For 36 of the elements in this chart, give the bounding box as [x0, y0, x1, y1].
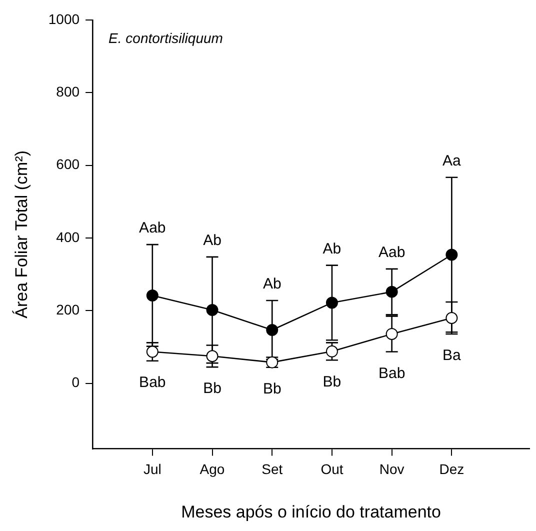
point [386, 328, 398, 340]
annotation: Aab [378, 244, 406, 262]
x-axis-title: Meses após o início do tratamento [181, 502, 441, 522]
x-tick-label: Dez [439, 461, 464, 478]
annotation: Aa [442, 152, 462, 170]
x-tick-label: Ago [200, 461, 225, 478]
x-tick-label: Out [320, 461, 344, 478]
annotation: Bb [203, 380, 222, 398]
point [206, 350, 218, 362]
point [266, 324, 278, 336]
annotation: Bb [262, 380, 282, 398]
annotation: Ab [203, 232, 222, 250]
y-tick-label: 600 [56, 156, 80, 172]
point [146, 289, 158, 302]
y-tick-label: 800 [56, 84, 80, 100]
x-tick-label: Set [262, 461, 283, 478]
annotation: Ab [322, 240, 342, 258]
annotation: Bab [378, 364, 406, 382]
point [386, 286, 398, 298]
annotation: Ab [262, 276, 282, 293]
y-axis-title: Área Foliar Total (cm²) [12, 150, 31, 318]
x-tick-label: Jul [143, 461, 162, 478]
point [326, 296, 338, 309]
point [446, 312, 458, 324]
x-tick-label: Nov [379, 461, 404, 478]
point [206, 304, 218, 316]
annotation: Ba [442, 347, 462, 364]
y-tick-label: 0 [72, 374, 80, 390]
y-tick-label: 1000 [48, 10, 80, 27]
annotation: Bab [139, 374, 166, 391]
y-tick-label: 200 [56, 302, 80, 318]
point [446, 248, 458, 261]
y-tick-label: 400 [56, 228, 80, 245]
annotation: Aab [139, 220, 166, 237]
annotation: E. contortisiliquum [108, 30, 224, 46]
annotation: Bb [322, 373, 342, 390]
